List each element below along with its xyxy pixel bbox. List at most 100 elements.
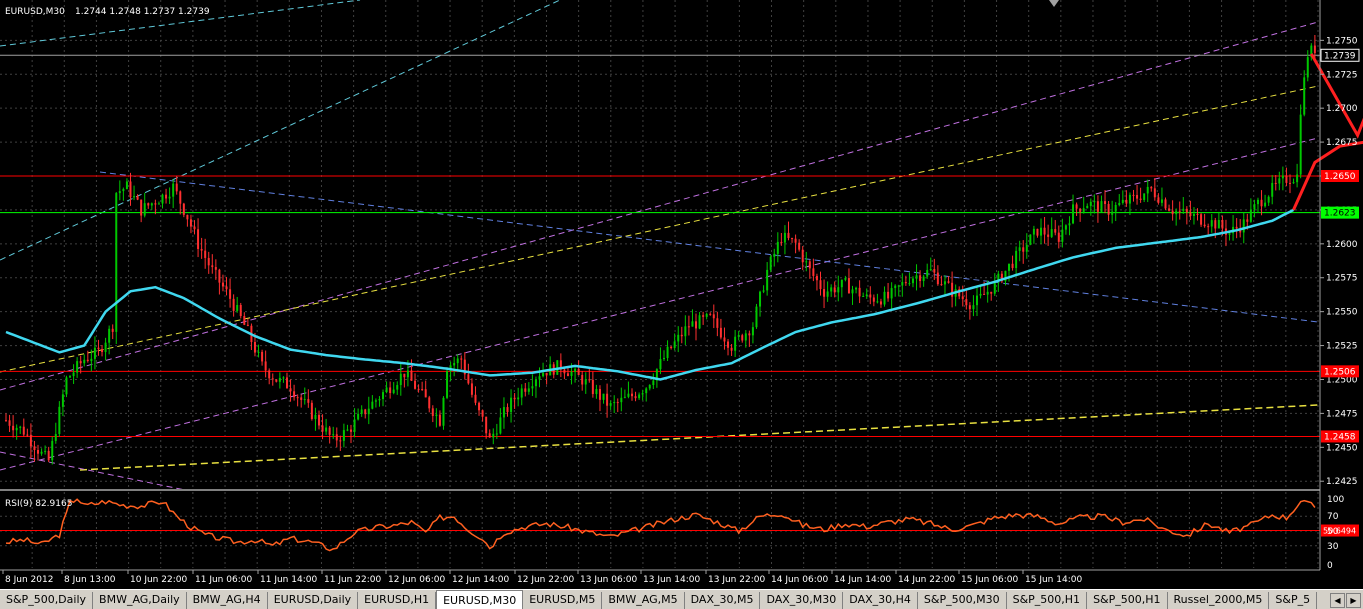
candle-body	[566, 373, 569, 376]
candle-body	[695, 321, 698, 329]
candle-body	[357, 413, 360, 420]
candle-body	[211, 265, 214, 268]
candle-body	[182, 203, 185, 215]
chart-tab[interactable]: BMW_AG,Daily	[93, 592, 187, 609]
candle-body	[133, 196, 136, 198]
candle-body	[342, 430, 345, 441]
candle-body	[670, 346, 673, 349]
candle-body	[705, 313, 708, 317]
candle-body	[581, 374, 584, 385]
candle-body	[947, 281, 950, 283]
candle-body	[1203, 224, 1206, 227]
candle-body	[1153, 188, 1156, 198]
chart-tab[interactable]: S&P_500,H1	[1006, 592, 1088, 609]
price-candles	[5, 34, 1316, 465]
candle-body	[588, 379, 591, 381]
candle-body	[218, 269, 221, 283]
candle-body	[890, 288, 893, 299]
candle-body	[1086, 205, 1089, 209]
candle-body	[919, 275, 922, 282]
candle-body	[876, 301, 879, 303]
candle-body	[399, 373, 402, 386]
candle-body	[1022, 247, 1025, 252]
candle-body	[1079, 208, 1082, 212]
candle-body	[275, 379, 278, 382]
chart-tab[interactable]: BMW_AG,M5	[602, 592, 685, 609]
candle-body	[837, 287, 840, 293]
candle-body	[527, 388, 530, 392]
candle-body	[232, 298, 235, 311]
candle-body	[1107, 203, 1110, 215]
forecast-lines[interactable]	[1292, 20, 1363, 211]
candle-body	[168, 196, 171, 199]
candle-body	[577, 368, 580, 375]
chart-tab[interactable]: DAX_30,M5	[684, 592, 761, 609]
candle-body	[435, 414, 438, 417]
candle-body	[634, 396, 637, 399]
candle-body	[961, 296, 964, 300]
chart-tab[interactable]: EURUSD,H1	[358, 592, 437, 609]
candle-body	[506, 407, 509, 412]
candle-body	[545, 372, 548, 376]
chart-tab[interactable]: S&P_500,M30	[917, 592, 1007, 609]
candle-body	[389, 387, 392, 394]
chart-tab[interactable]: EURUSD,M5	[523, 592, 603, 609]
chart-tab[interactable]: EURUSD,M30	[436, 590, 524, 609]
candle-body	[791, 238, 794, 240]
chart-tab[interactable]: DAX_30,M30	[760, 592, 844, 609]
candle-body	[154, 203, 157, 205]
candle-body	[406, 370, 409, 378]
candle-body	[1050, 229, 1053, 237]
candle-body	[684, 326, 687, 337]
candle-body	[378, 399, 381, 401]
candle-body	[26, 434, 29, 436]
candle-body	[623, 396, 626, 398]
candle-body	[1278, 178, 1281, 184]
scroll-right-icon[interactable]: ▶	[1346, 593, 1361, 608]
y-tick-label: 1.2600	[1326, 240, 1358, 250]
chart-tab[interactable]: BMW_AG,H4	[186, 592, 268, 609]
chart-tab[interactable]: Russel_2000,M5	[1167, 592, 1270, 609]
candle-body	[403, 373, 406, 378]
candle-body	[872, 297, 875, 302]
x-tick-label: 13 Jun 14:00	[643, 575, 700, 585]
candle-body	[1168, 208, 1171, 211]
candle-body	[773, 253, 776, 257]
candle-body	[559, 360, 562, 370]
x-tick-label: 12 Jun 06:00	[388, 575, 445, 585]
x-tick-label: 14 Jun 22:00	[898, 575, 955, 585]
candle-body	[72, 372, 75, 377]
chart-tab[interactable]: S&P_500,H1	[1087, 592, 1168, 609]
candle-body	[904, 282, 907, 284]
candle-body	[652, 380, 655, 385]
candle-body	[175, 183, 178, 192]
chart-tab[interactable]: S&P_500,Daily	[0, 592, 94, 609]
candle-body	[1036, 228, 1039, 236]
candle-body	[687, 326, 690, 328]
candle-body	[1271, 182, 1274, 197]
forecast-line[interactable]	[1309, 20, 1363, 139]
forecast-line[interactable]	[1292, 140, 1363, 211]
candle-body	[691, 321, 694, 327]
candle-body	[1256, 199, 1259, 205]
candle-body	[1306, 57, 1309, 78]
shift-marker-icon[interactable]	[1049, 0, 1059, 7]
candle-body	[734, 336, 737, 351]
tab-list: S&P_500,Daily BMW_AG,Daily BMW_AG,H4 EURUSD…	[0, 590, 1318, 609]
candle-body	[983, 293, 986, 295]
scroll-left-icon[interactable]: ◀	[1330, 593, 1345, 608]
chart-tab[interactable]: EURUSD,Daily	[267, 592, 359, 609]
candle-body	[847, 278, 850, 294]
candle-body	[1100, 201, 1103, 212]
candle-body	[1196, 213, 1199, 215]
price-level-label: 1.2623	[1324, 209, 1356, 219]
candle-body	[1214, 220, 1217, 229]
chart-tab[interactable]: S&P_5	[1269, 592, 1318, 609]
candle-body	[1146, 186, 1149, 194]
candle-body	[193, 226, 196, 230]
candle-body	[968, 305, 971, 310]
chart-tab[interactable]: DAX_30,H4	[843, 592, 918, 609]
x-tick-label: 15 Jun 06:00	[961, 575, 1018, 585]
candle-body	[328, 427, 331, 435]
candle-body	[221, 282, 224, 287]
